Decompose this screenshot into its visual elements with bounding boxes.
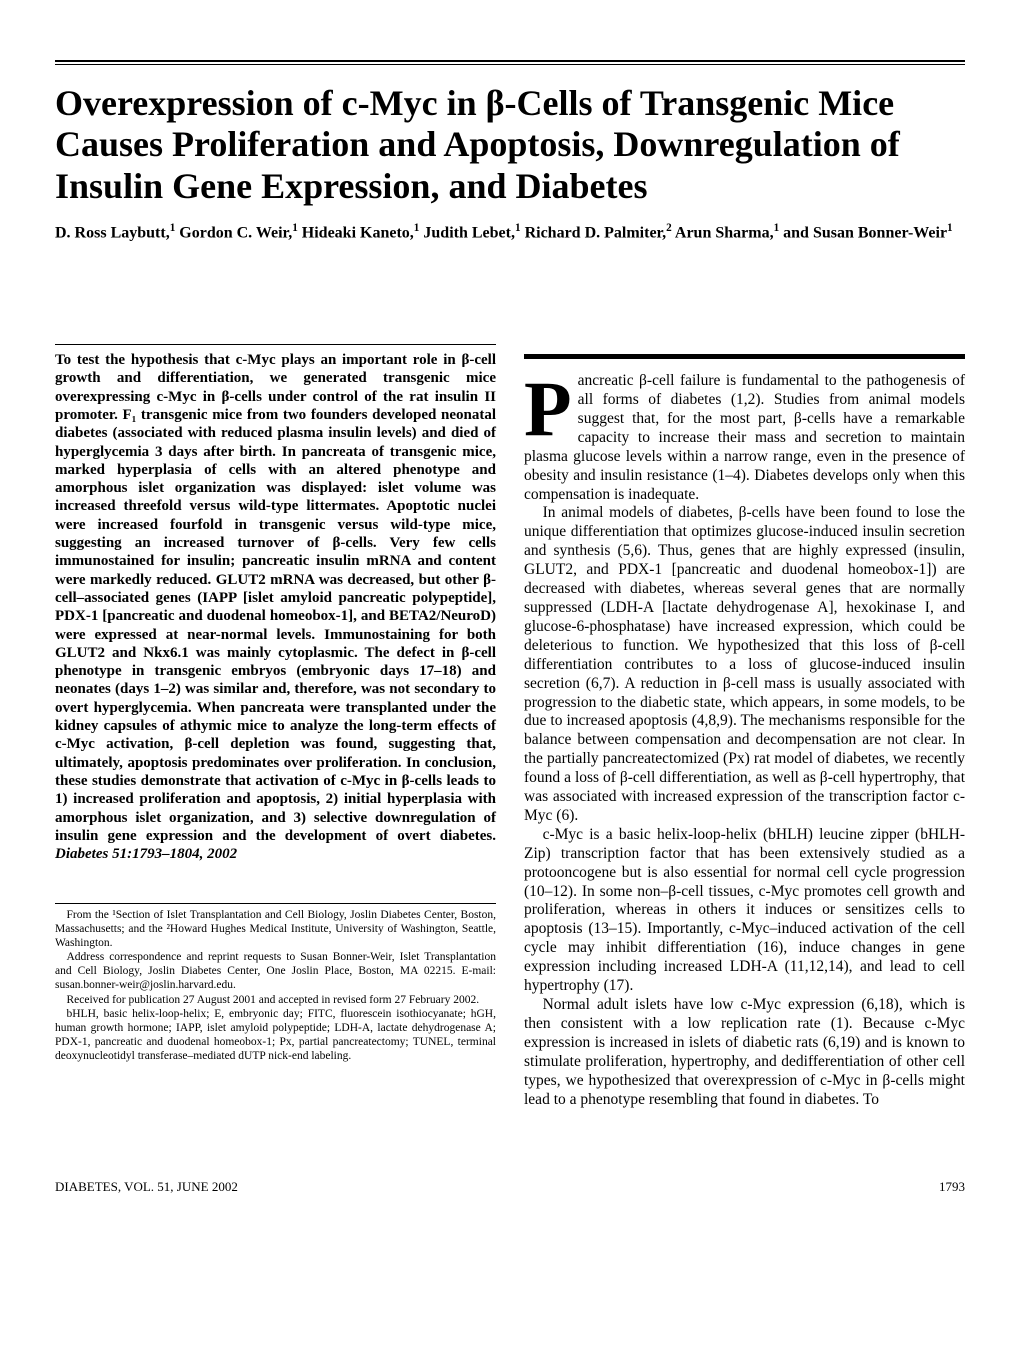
body-paragraph-4: Normal adult islets have low c-Myc expre… <box>524 996 965 1109</box>
abstract-citation: Diabetes 51:1793–1804, 2002 <box>55 846 237 862</box>
two-column-layout: To test the hypothesis that c-Myc plays … <box>55 344 965 1109</box>
body-paragraph-3: c-Myc is a basic helix-loop-helix (bHLH)… <box>524 826 965 996</box>
footnote-rule <box>55 903 496 904</box>
footnote-abbreviations: bHLH, basic helix-loop-helix; E, embryon… <box>55 1007 496 1063</box>
top-rule-thin <box>55 64 965 65</box>
body-top-bar <box>524 354 965 359</box>
footnotes-block: From the ¹Section of Islet Transplantati… <box>55 908 496 1062</box>
top-rule-thick <box>55 60 965 62</box>
footer-journal-info: DIABETES, VOL. 51, JUNE 2002 <box>55 1179 238 1195</box>
body-paragraph-1: P ancreatic β-cell failure is fundamenta… <box>524 372 965 504</box>
body-text: P ancreatic β-cell failure is fundamenta… <box>524 372 965 1109</box>
article-title: Overexpression of c-Myc in β-Cells of Tr… <box>55 83 965 207</box>
body-p1-text: ancreatic β-cell failure is fundamental … <box>524 372 965 502</box>
body-paragraph-2: In animal models of diabetes, β-cells ha… <box>524 504 965 825</box>
left-column: To test the hypothesis that c-Myc plays … <box>55 344 496 1109</box>
footnote-dates: Received for publication 27 August 2001 … <box>55 993 496 1007</box>
footnote-affiliation: From the ¹Section of Islet Transplantati… <box>55 908 496 950</box>
author-list: D. Ross Laybutt,1 Gordon C. Weir,1 Hidea… <box>55 221 965 244</box>
abstract-top-rule <box>55 344 496 345</box>
abstract-text: To test the hypothesis that c-Myc plays … <box>55 352 496 844</box>
footnote-correspondence: Address correspondence and reprint reque… <box>55 950 496 992</box>
abstract-block: To test the hypothesis that c-Myc plays … <box>55 351 496 863</box>
page-footer: DIABETES, VOL. 51, JUNE 2002 1793 <box>0 1149 1020 1215</box>
footer-page-number: 1793 <box>939 1179 965 1195</box>
right-column: P ancreatic β-cell failure is fundamenta… <box>524 344 965 1109</box>
dropcap: P <box>524 372 578 442</box>
